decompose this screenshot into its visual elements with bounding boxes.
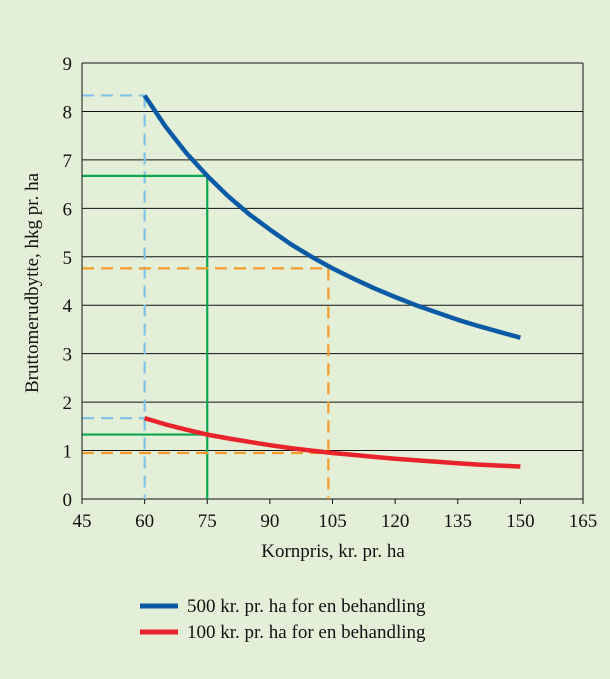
y-tick-label-4: 4 bbox=[63, 296, 73, 317]
y-tick-label-7: 7 bbox=[63, 151, 73, 172]
legend-label-100: 100 kr. pr. ha for en behandling bbox=[187, 622, 426, 643]
x-tick-label-5: 120 bbox=[381, 511, 410, 532]
y-tick-label-2: 2 bbox=[63, 393, 73, 414]
x-tick-label-4: 105 bbox=[318, 511, 347, 532]
y-tick-label-3: 3 bbox=[63, 345, 73, 366]
y-tick-label-8: 8 bbox=[63, 102, 73, 123]
y-tick-label-6: 6 bbox=[63, 199, 73, 220]
series-line-0 bbox=[142, 94, 522, 340]
x-tick-label-1: 60 bbox=[135, 511, 154, 532]
y-axis-title: Bruttomerudbytte, hkg pr. ha bbox=[22, 172, 43, 393]
series-line-1 bbox=[143, 415, 521, 469]
x-axis-title: Kornpris, kr. pr. ha bbox=[261, 541, 405, 562]
y-tick-label-9: 9 bbox=[63, 54, 73, 75]
legend: 500 kr. pr. ha for en behandling 100 kr.… bbox=[140, 596, 426, 643]
y-tick-label-0: 0 bbox=[63, 490, 73, 511]
x-tick-label-0: 45 bbox=[73, 511, 92, 532]
guide-layer bbox=[82, 94, 330, 499]
series-layer bbox=[142, 94, 522, 469]
y-tick-label-5: 5 bbox=[63, 248, 73, 269]
x-tick-label-6: 135 bbox=[444, 511, 473, 532]
y-tick-label-1: 1 bbox=[63, 442, 73, 463]
grid-layer bbox=[82, 62, 583, 500]
x-tick-label-3: 90 bbox=[260, 511, 279, 532]
legend-label-500: 500 kr. pr. ha for en behandling bbox=[187, 596, 426, 617]
x-tick-label-7: 150 bbox=[506, 511, 535, 532]
x-tick-label-2: 75 bbox=[198, 511, 217, 532]
x-tick-label-8: 165 bbox=[569, 511, 598, 532]
